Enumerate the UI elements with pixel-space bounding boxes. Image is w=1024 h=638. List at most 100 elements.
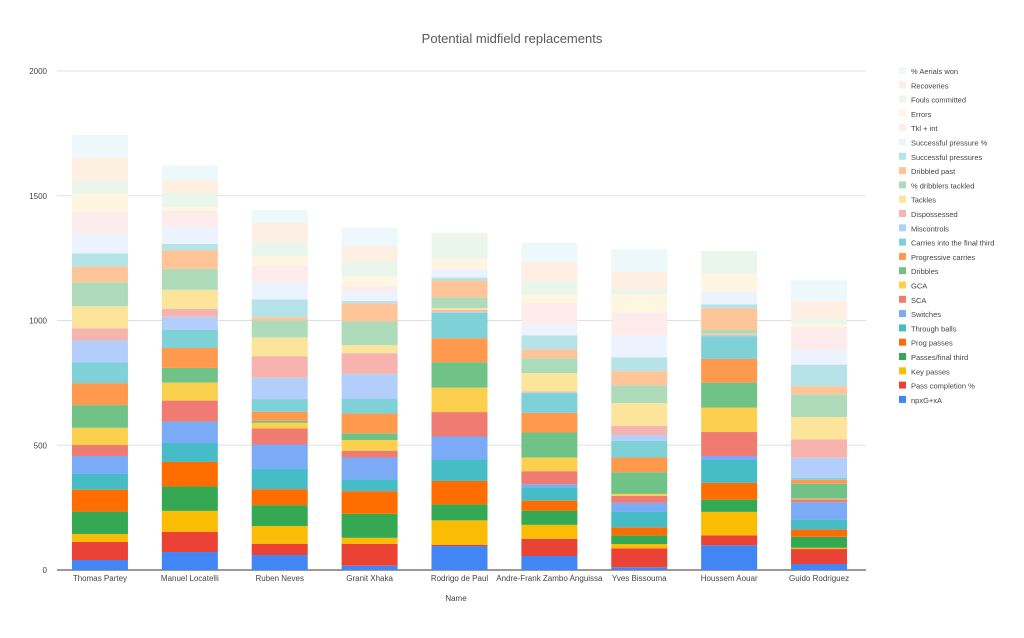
bar-segment[interactable] <box>341 290 398 302</box>
bar-segment[interactable] <box>521 556 578 570</box>
bar-segment[interactable] <box>611 435 668 441</box>
bar-segment[interactable] <box>251 411 308 421</box>
bar-segment[interactable] <box>341 373 398 399</box>
bar-segment[interactable] <box>251 210 308 223</box>
bar-segment[interactable] <box>251 377 308 400</box>
bar-segment[interactable] <box>791 301 848 319</box>
bar-segment[interactable] <box>431 520 488 545</box>
bar-segment[interactable] <box>431 412 488 437</box>
bar-segment[interactable] <box>701 407 758 433</box>
bar-segment[interactable] <box>341 286 398 291</box>
bar-segment[interactable] <box>71 253 128 267</box>
bar-segment[interactable] <box>521 261 578 281</box>
bar-segment[interactable] <box>791 349 848 365</box>
bar-segment[interactable] <box>701 432 758 456</box>
bar-segment[interactable] <box>431 280 488 298</box>
legend-item[interactable]: Successful pressure % <box>899 138 988 148</box>
bar-segment[interactable] <box>251 337 308 357</box>
bar-segment[interactable] <box>431 480 488 505</box>
legend-item[interactable]: Switches <box>899 310 941 319</box>
bar-segment[interactable] <box>701 358 758 383</box>
legend-item[interactable]: Carries into the final third <box>899 238 994 248</box>
bar-segment[interactable] <box>71 193 128 212</box>
bar-segment[interactable] <box>251 242 308 257</box>
bar-segment[interactable] <box>161 308 218 317</box>
bar-segment[interactable] <box>521 471 578 485</box>
bar-segment[interactable] <box>71 282 128 307</box>
bar-segment[interactable] <box>791 483 848 499</box>
bar-segment[interactable] <box>701 459 758 483</box>
bar-segment[interactable] <box>161 316 218 330</box>
bar-segment[interactable] <box>521 358 578 374</box>
bar-segment[interactable] <box>251 420 308 423</box>
bar-segment[interactable] <box>71 473 128 490</box>
bar-segment[interactable] <box>611 385 668 404</box>
bar-segment[interactable] <box>251 489 308 506</box>
bar-segment[interactable] <box>521 373 578 392</box>
bar-segment[interactable] <box>71 266 128 283</box>
bar-segment[interactable] <box>251 222 308 243</box>
bar-segment[interactable] <box>71 511 128 535</box>
bar-segment[interactable] <box>791 477 848 480</box>
bar-segment[interactable] <box>521 349 578 359</box>
bar-segment[interactable] <box>791 457 848 478</box>
bar-segment[interactable] <box>251 543 308 556</box>
bar-segment[interactable] <box>521 484 578 488</box>
legend-item[interactable]: Fouls committed <box>899 95 966 105</box>
bar-segment[interactable] <box>611 535 668 545</box>
bar-segment[interactable] <box>611 472 668 494</box>
bar-segment[interactable] <box>71 180 128 194</box>
bar-segment[interactable] <box>521 280 578 295</box>
bar-segment[interactable] <box>161 227 218 244</box>
bar-segment[interactable] <box>71 157 128 181</box>
bar-segment[interactable] <box>611 335 668 358</box>
bar-segment[interactable] <box>611 511 668 528</box>
bar-segment[interactable] <box>161 347 218 368</box>
bar-segment[interactable] <box>431 387 488 413</box>
bar-segment[interactable] <box>161 510 218 532</box>
bar-segment[interactable] <box>791 326 848 350</box>
legend-item[interactable]: Successful pressures <box>899 152 983 162</box>
bar-segment[interactable] <box>611 403 668 426</box>
legend-item[interactable]: Key passes <box>899 367 950 376</box>
bar-segment[interactable] <box>521 393 578 413</box>
bar-segment[interactable] <box>611 457 668 473</box>
legend-item[interactable]: GCA <box>899 281 927 291</box>
bar-segment[interactable] <box>701 455 758 460</box>
bar-segment[interactable] <box>521 412 578 433</box>
bar-segment[interactable] <box>71 233 128 254</box>
bar-segment[interactable] <box>341 227 398 246</box>
bar-segment[interactable] <box>341 303 398 322</box>
bar-segment[interactable] <box>431 546 488 570</box>
legend-item[interactable]: Passes/final third <box>899 353 968 362</box>
bar-segment[interactable] <box>791 536 848 548</box>
bar-segment[interactable] <box>251 422 308 429</box>
bar-segment[interactable] <box>791 318 848 324</box>
bar-segment[interactable] <box>251 299 308 318</box>
bar-segment[interactable] <box>161 443 218 462</box>
bar-segment[interactable] <box>611 248 668 272</box>
bar-segment[interactable] <box>521 335 578 350</box>
bar-segment[interactable] <box>251 317 308 321</box>
bar-segment[interactable] <box>431 268 488 270</box>
bar-segment[interactable] <box>431 269 488 278</box>
bar-segment[interactable] <box>341 479 398 492</box>
bar-segment[interactable] <box>431 312 488 339</box>
bar-segment[interactable] <box>791 502 848 520</box>
bar-segment[interactable] <box>431 308 488 311</box>
bar-segment[interactable] <box>161 367 218 383</box>
bar-segment[interactable] <box>521 457 578 472</box>
bar-segment[interactable] <box>701 329 758 334</box>
bar-segment[interactable] <box>431 338 488 363</box>
legend-item[interactable]: npxG+xA <box>899 395 942 405</box>
bar-segment[interactable] <box>161 421 218 444</box>
bar-segment[interactable] <box>611 493 668 496</box>
bar-segment[interactable] <box>701 334 758 336</box>
bar-segment[interactable] <box>251 356 308 378</box>
bar-segment[interactable] <box>341 276 398 287</box>
bar-segment[interactable] <box>161 289 218 309</box>
bar-segment[interactable] <box>161 400 218 422</box>
bar-segment[interactable] <box>161 531 218 553</box>
bar-segment[interactable] <box>701 335 758 337</box>
bar-segment[interactable] <box>701 382 758 408</box>
